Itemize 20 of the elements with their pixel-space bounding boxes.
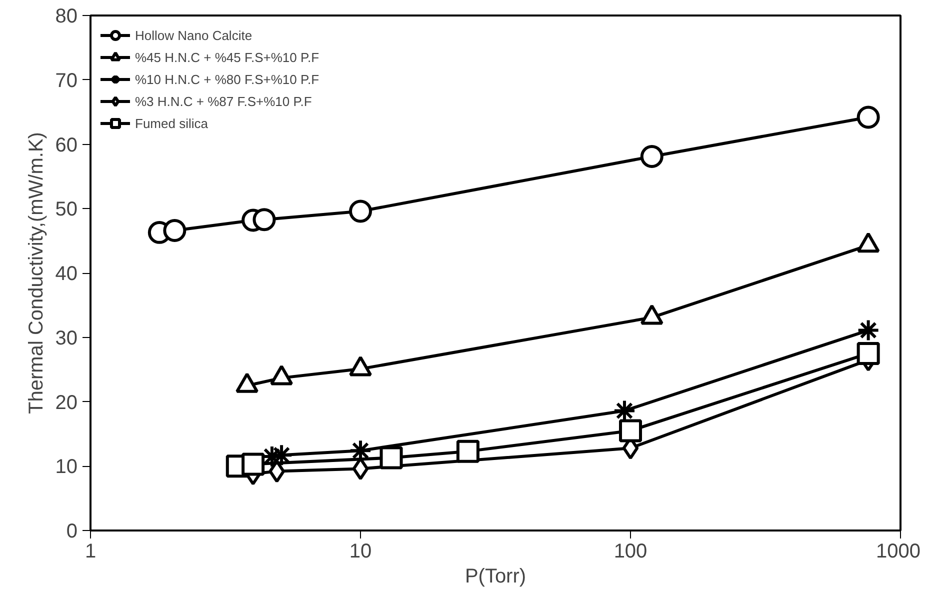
legend-label: Fumed silica — [135, 116, 208, 130]
y-tick-label: 10 — [55, 456, 78, 478]
x-axis-title: P(Torr) — [464, 566, 526, 588]
y-tick-label: 70 — [55, 70, 78, 92]
y-tick-label: 20 — [55, 392, 78, 414]
x-tick-label: 100 — [614, 540, 648, 562]
x-tick-label: 1000 — [876, 540, 921, 562]
legend-label: %10 H.N.C + %80 F.S+%10 P.F — [135, 72, 320, 86]
y-tick-label: 0 — [66, 520, 78, 542]
y-tick-label: 50 — [55, 198, 78, 221]
x-tick-label: 1 — [84, 540, 96, 562]
legend-label: %3 H.N.C + %87 F.S+%10 P.F — [135, 94, 312, 108]
y-tick-label: 40 — [55, 263, 78, 285]
y-tick-label: 30 — [55, 327, 78, 350]
y-tick-label: 80 — [55, 6, 78, 28]
legend-label: Hollow Nano Calcite — [135, 28, 252, 42]
y-axis-title: Thermal Conductivity,(mW/m.K) — [25, 132, 48, 414]
y-tick-label: 60 — [55, 134, 78, 156]
x-tick-label: 10 — [349, 540, 372, 562]
legend-label: %45 H.N.C + %45 F.S+%10 P.F — [135, 50, 320, 64]
